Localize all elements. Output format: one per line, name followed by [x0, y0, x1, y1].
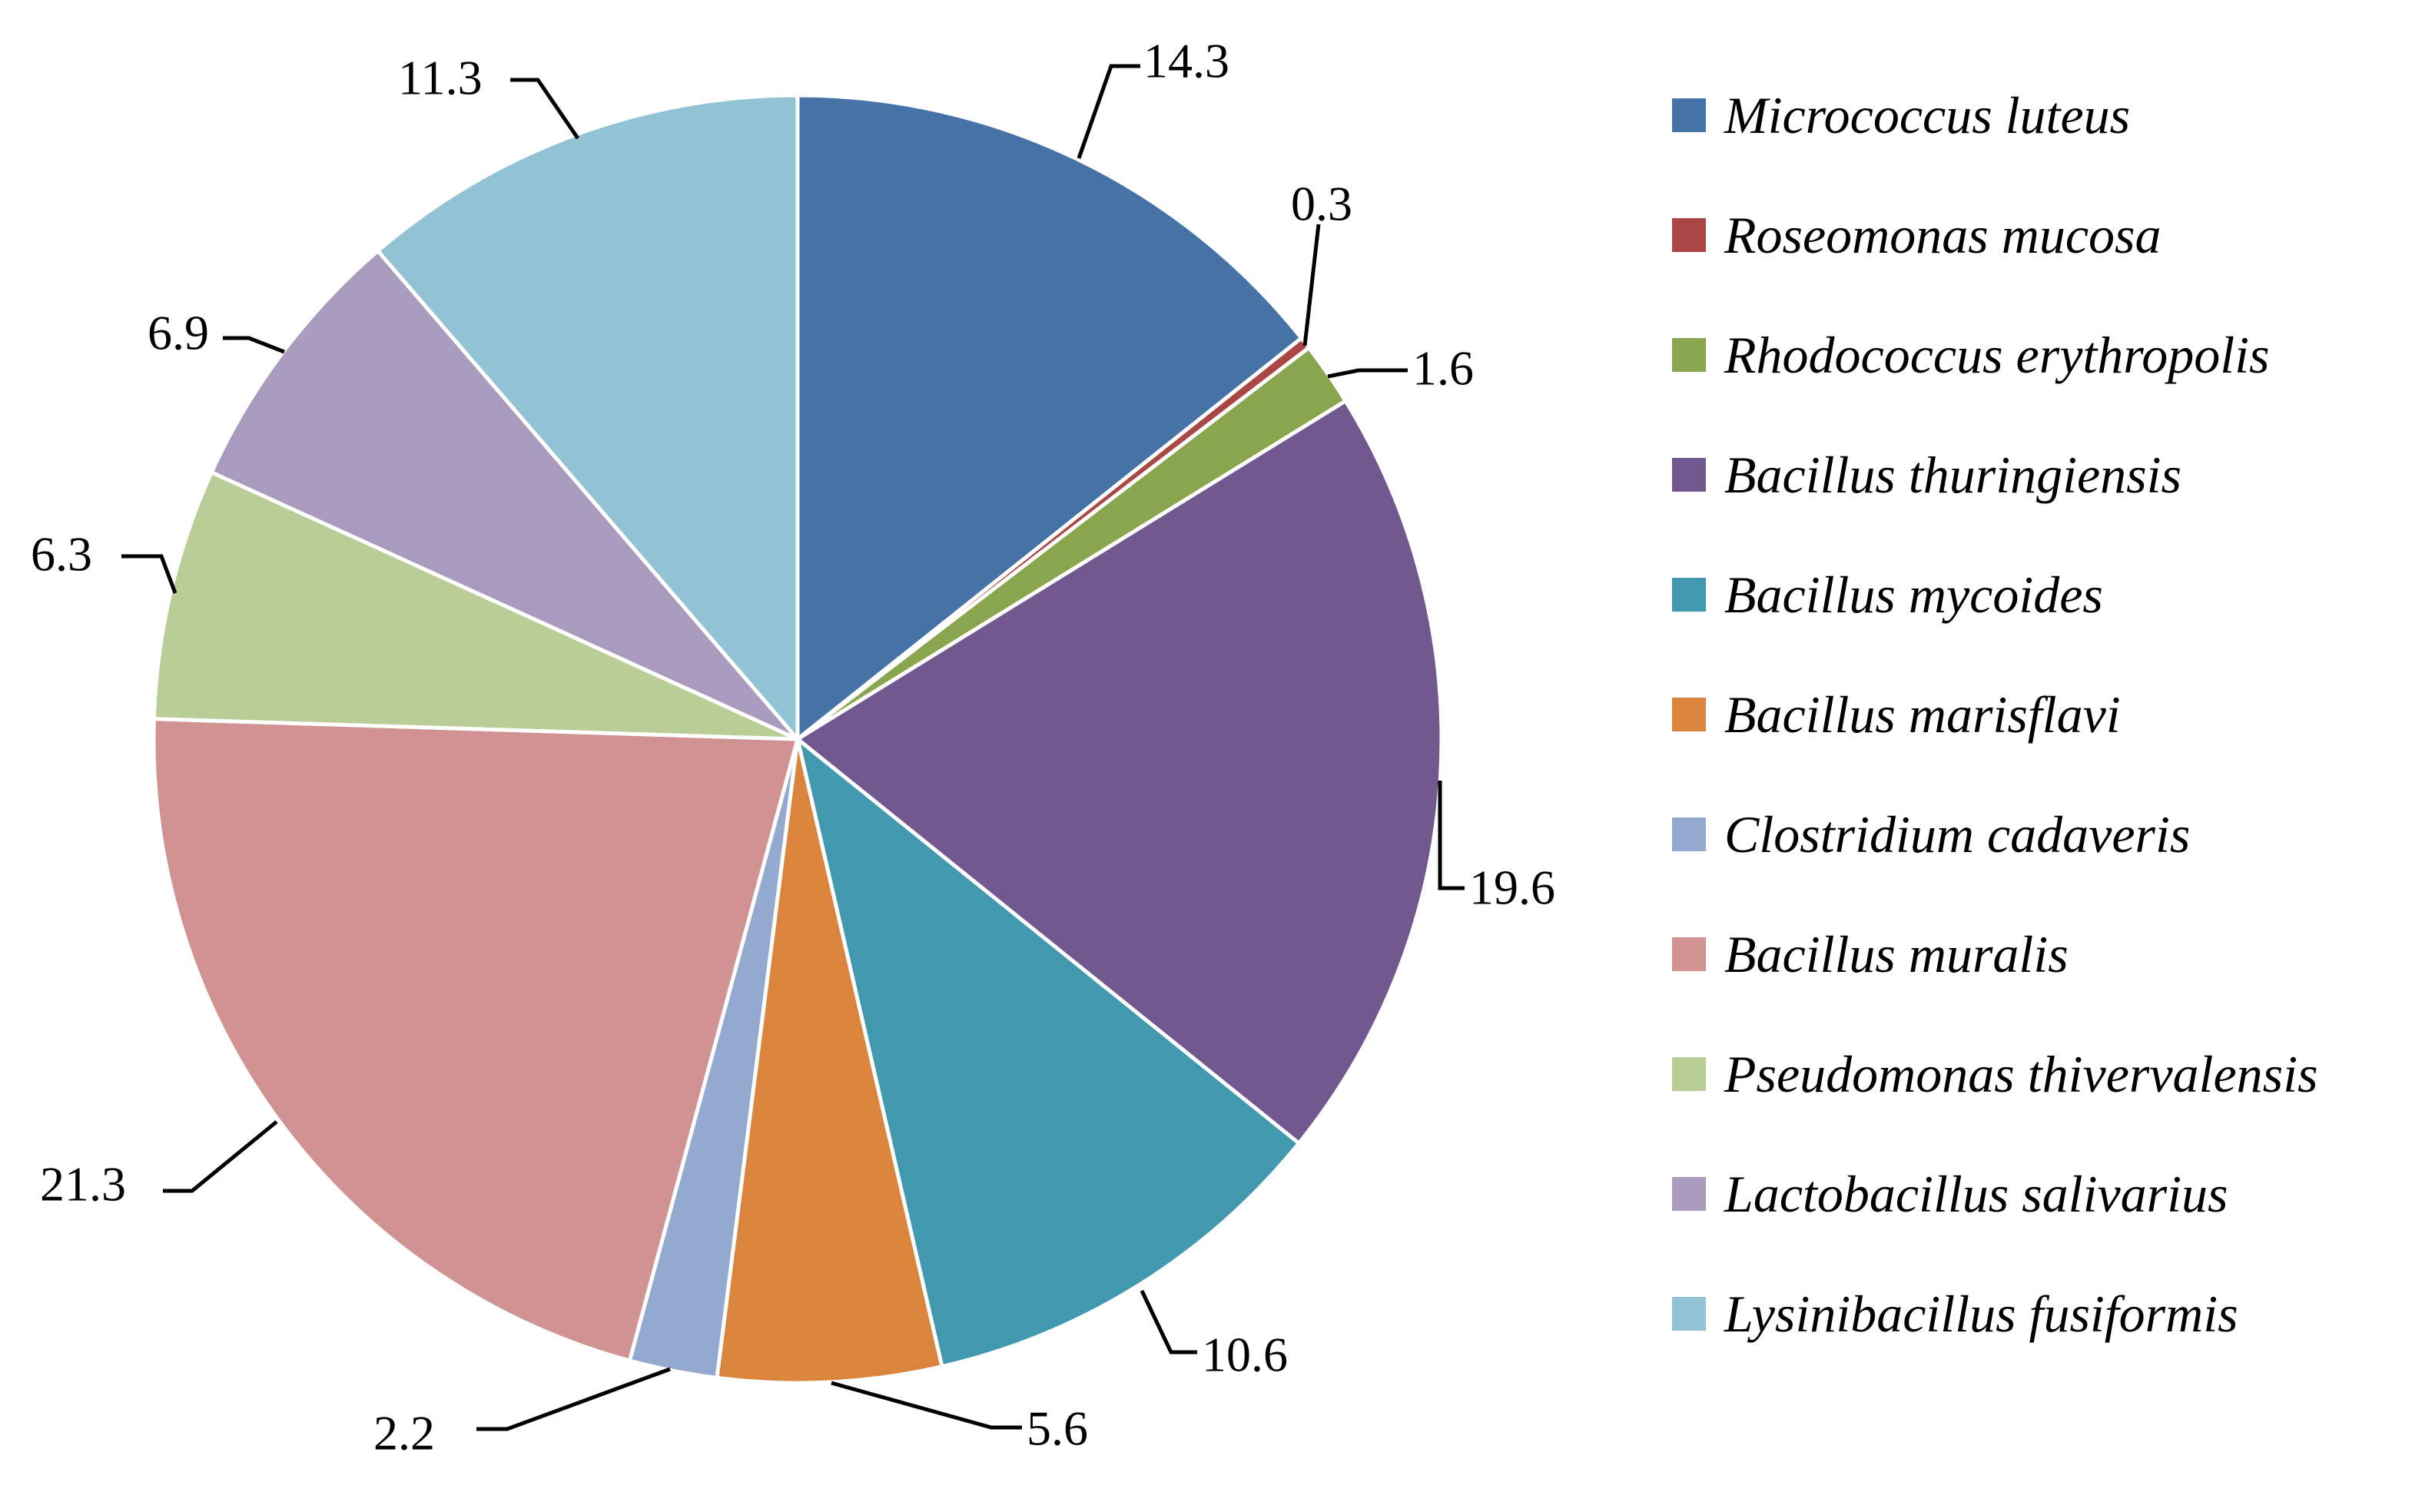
legend-swatch	[1672, 1177, 1706, 1211]
leader-line-bacillus-mycoides	[1140, 1289, 1197, 1354]
legend-item-roseomonas-mucosa: Roseomonas mucosa	[1672, 175, 2410, 295]
data-label-rhodococcus-erythropolis: 1.6	[1412, 341, 1474, 396]
leader-line-bacillus-marisflavi	[831, 1381, 1022, 1430]
pie-slice-micrococcus-luteus	[795, 93, 1304, 741]
data-label-clostridium-cadaveris: 2.2	[373, 1406, 435, 1461]
legend-swatch	[1672, 338, 1706, 372]
legend-item-rhodococcus-erythropolis: Rhodococcus erythropolis	[1672, 295, 2410, 415]
legend-label: Roseomonas mucosa	[1724, 205, 2162, 264]
legend-swatch	[1672, 817, 1706, 851]
legend-item-lysinibacillus-fusiformis: Lysinibacillus fusiformis	[1672, 1254, 2410, 1374]
legend-item-pseudomonas-thivervalensis: Pseudomonas thivervalensis	[1672, 1014, 2410, 1134]
pie-slice-bacillus-thuringiensis	[795, 399, 1444, 1146]
legend-swatch	[1672, 1057, 1706, 1091]
legend-label: Micrococcus luteus	[1724, 85, 2131, 144]
leader-line-bacillus-thuringiensis	[1438, 781, 1465, 890]
legend-label: Bacillus mycoides	[1724, 565, 2103, 624]
leader-line-rhodococcus-erythropolis	[1327, 368, 1408, 379]
data-label-pseudomonas-thivervalensis: 6.3	[31, 527, 92, 582]
leader-line-clostridium-cadaveris	[476, 1367, 671, 1431]
legend-swatch	[1672, 98, 1706, 132]
legend-item-micrococcus-luteus: Micrococcus luteus	[1672, 55, 2410, 175]
leader-line-micrococcus-luteus	[1077, 64, 1140, 159]
legend-label: Bacillus muralis	[1724, 924, 2069, 983]
data-label-lysinibacillus-fusiformis: 11.3	[398, 51, 483, 105]
pie-slice-pseudomonas-thivervalensis	[151, 470, 800, 741]
legend-item-clostridium-cadaveris: Clostridium cadaveris	[1672, 774, 2410, 894]
legend-label: Pseudomonas thivervalensis	[1724, 1044, 2318, 1103]
legend-item-lactobacillus-salivarius: Lactobacillus salivarius	[1672, 1134, 2410, 1254]
data-label-bacillus-marisflavi: 5.6	[1027, 1401, 1088, 1456]
legend-item-bacillus-muralis: Bacillus muralis	[1672, 894, 2410, 1014]
leader-line-lysinibacillus-fusiformis	[510, 78, 580, 140]
data-label-roseomonas-mucosa: 0.3	[1291, 177, 1352, 231]
data-label-bacillus-muralis: 21.3	[40, 1157, 126, 1212]
legend-swatch	[1672, 1297, 1706, 1331]
leader-line-bacillus-muralis	[163, 1120, 278, 1193]
pie-slice-bacillus-mycoides	[795, 737, 1301, 1369]
legend-label: Bacillus marisflavi	[1724, 685, 2121, 744]
legend-label: Lactobacillus salivarius	[1724, 1164, 2228, 1223]
pie-slice-bacillus-muralis	[151, 717, 800, 1363]
legend-item-bacillus-marisflavi: Bacillus marisflavi	[1672, 655, 2410, 774]
leader-line-roseomonas-mucosa	[1302, 224, 1321, 346]
legend: Micrococcus luteus Roseomonas mucosa Rhodo…	[1672, 55, 2410, 1374]
legend-swatch	[1672, 578, 1706, 612]
pie-slice-bacillus-marisflavi	[715, 737, 944, 1385]
data-label-bacillus-mycoides: 10.6	[1202, 1328, 1288, 1382]
leader-line-pseudomonas-thivervalensis	[121, 554, 178, 594]
legend-swatch	[1672, 698, 1706, 731]
data-label-micrococcus-luteus: 14.3	[1143, 34, 1229, 88]
data-label-bacillus-thuringiensis: 19.6	[1469, 860, 1555, 915]
legend-item-bacillus-mycoides: Bacillus mycoides	[1672, 535, 2410, 655]
legend-label: Lysinibacillus fusiformis	[1724, 1284, 2238, 1343]
legend-label: Rhodococcus erythropolis	[1724, 325, 2270, 384]
legend-swatch	[1672, 458, 1706, 492]
legend-label: Bacillus thuringiensis	[1724, 445, 2181, 504]
legend-label: Clostridium cadaveris	[1724, 804, 2191, 864]
leader-line-lactobacillus-salivarius	[223, 336, 285, 354]
legend-swatch	[1672, 937, 1706, 971]
legend-swatch	[1672, 218, 1706, 252]
legend-item-bacillus-thuringiensis: Bacillus thuringiensis	[1672, 415, 2410, 535]
data-label-lactobacillus-salivarius: 6.9	[148, 306, 209, 360]
